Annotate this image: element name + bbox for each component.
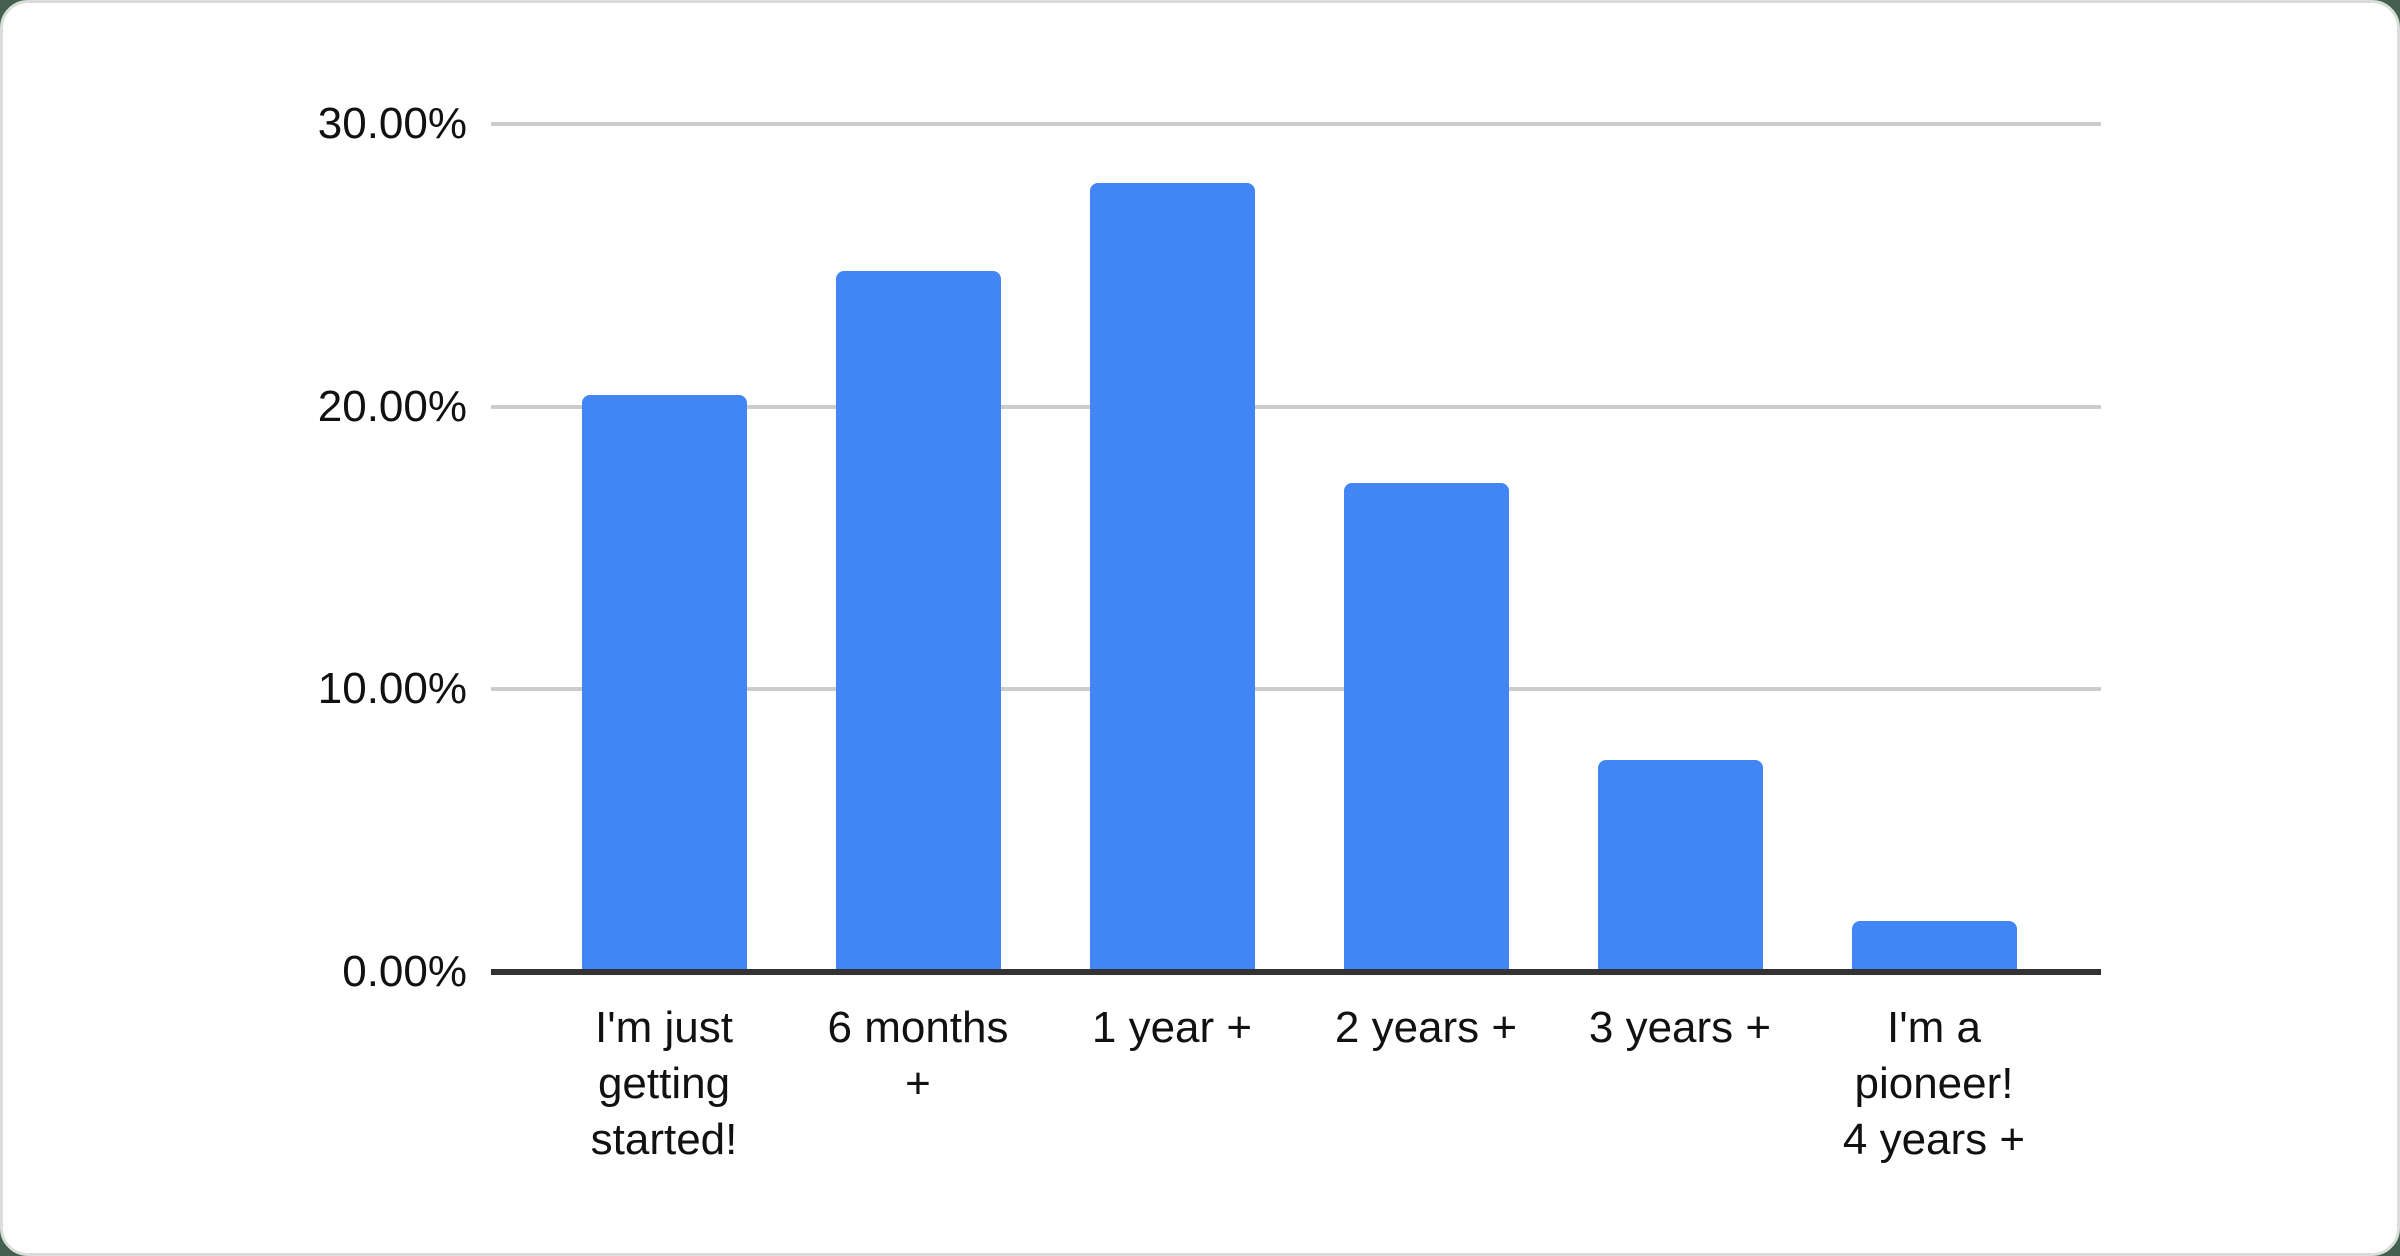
x-axis-category-label: 6 months + [778, 1000, 1058, 1112]
x-axis-label-line: 6 months [827, 1003, 1009, 1052]
bar [1597, 760, 1763, 972]
bar [1089, 183, 1255, 972]
plot-area [491, 122, 2101, 975]
bar [835, 271, 1001, 972]
x-axis-label-line: + [905, 1059, 931, 1108]
x-axis-category-label: 3 years + [1540, 1000, 1820, 1056]
gridline [491, 404, 2101, 409]
y-axis-tick-label: 20.00% [317, 381, 467, 431]
x-axis-label-line: getting [597, 1059, 731, 1108]
x-axis-label-line: 2 years + [1334, 1003, 1518, 1052]
y-axis-tick-label: 0.00% [342, 947, 467, 996]
y-axis-tick-label: 30.00% [317, 99, 467, 148]
x-axis-label-line: pioneer! [1854, 1059, 2014, 1108]
x-axis-category-label: 2 years + [1286, 1000, 1566, 1056]
bar-chart: 30.00% 20.00% 10.00% 0.00% I'm just getting s… [3, 3, 2397, 1253]
gridline [491, 687, 2101, 692]
x-axis-label-line: 3 years + [1588, 1003, 1772, 1052]
y-axis: 30.00% 20.00% 10.00% 0.00% [3, 99, 467, 996]
gridline [491, 122, 2101, 126]
x-axis-category-label: I'm a pioneer! 4 years + [1794, 1000, 2074, 1168]
x-axis: I'm just getting started! 6 months +1 year +… [491, 1000, 2101, 1200]
x-axis-category-label: I'm just getting started! [524, 1000, 804, 1168]
x-axis-category-label: 1 year + [1032, 1000, 1312, 1056]
x-axis-label-line: 1 year + [1091, 1003, 1253, 1052]
x-axis-label-line: 4 years + [1842, 1115, 2026, 1164]
y-axis-tick-label: 10.00% [317, 664, 467, 714]
bar [581, 395, 747, 972]
x-axis-label-line: started! [590, 1115, 738, 1164]
x-axis-line [491, 969, 2101, 975]
x-axis-label-line: I'm a [1887, 1003, 1981, 1052]
x-axis-label-line: I'm just [595, 1003, 733, 1052]
bar [1343, 483, 1509, 972]
bar [1851, 921, 2017, 972]
